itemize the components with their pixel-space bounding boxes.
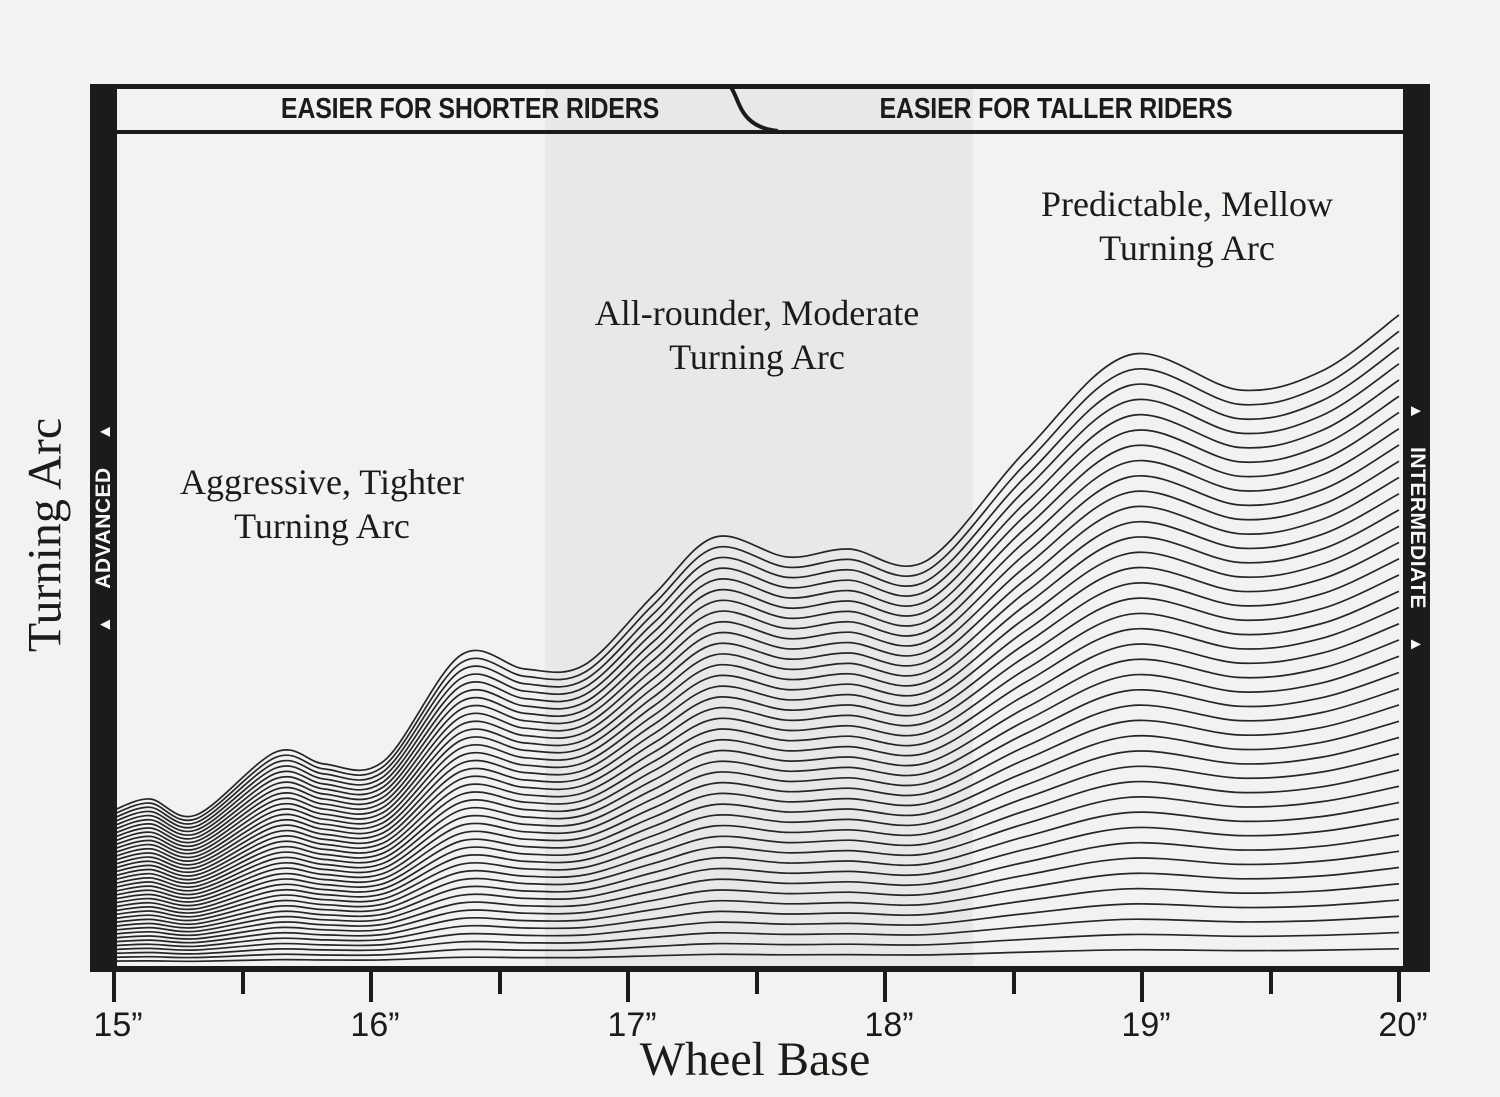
banner-top-rule: [90, 84, 1430, 89]
region-label-line: Turning Arc: [234, 506, 410, 546]
banner-divider-curve: [728, 84, 779, 133]
x-tick-minor: [754, 972, 759, 994]
y-axis-title: Turning Arc: [18, 417, 72, 653]
advanced-label: ▲ ADVANCED ▲: [92, 423, 116, 633]
turning-arc-curve: [113, 363, 1400, 829]
banner-label-taller-riders: EASIER FOR TALLER RIDERS: [879, 93, 1233, 125]
turning-arc-curve: [113, 850, 1400, 940]
turning-arc-curve: [113, 590, 1400, 881]
turning-arc-curve: [113, 395, 1400, 837]
turning-arc-curve: [113, 801, 1400, 929]
turning-arc-curve: [113, 493, 1400, 859]
x-tick-major: [112, 972, 116, 1002]
turning-arc-curve: [113, 882, 1400, 948]
x-axis-title: Wheel Base: [639, 1033, 871, 1086]
turning-arc-curve: [113, 915, 1400, 955]
x-tick-major: [1140, 972, 1144, 1002]
turning-arc-curve: [113, 379, 1400, 833]
turning-arc-curve: [113, 606, 1400, 885]
x-tick-label: 19”: [1121, 1006, 1171, 1044]
turning-arc-curve: [113, 866, 1400, 944]
turning-arc-curve: [113, 704, 1400, 907]
turning-arc-curve: [113, 931, 1400, 959]
intermediate-label: ▲ INTERMEDIATE ▲: [1405, 403, 1429, 654]
turning-arc-curve: [113, 817, 1400, 933]
turning-arc-curve: [113, 509, 1400, 862]
triangle-icon: ▲: [1407, 635, 1426, 654]
region-label-predictable: Predictable, Mellow Turning Arc: [1041, 183, 1333, 271]
region-label-allrounder: All-rounder, Moderate Turning Arc: [595, 292, 919, 380]
region-label-line: Turning Arc: [1099, 228, 1275, 268]
triangle-icon: ▲: [1407, 402, 1426, 421]
x-tick-minor: [497, 972, 502, 994]
turning-arc-curve: [113, 623, 1400, 888]
turning-arc-curve: [113, 330, 1400, 822]
turning-arc-curve: [113, 525, 1400, 866]
x-tick-major: [626, 972, 630, 1002]
turning-arc-curve: [113, 460, 1400, 851]
x-tick-label: 18”: [864, 1006, 914, 1044]
turning-arc-curve: [113, 476, 1400, 855]
x-tick-major: [1397, 972, 1401, 1002]
turning-arc-curve: [113, 834, 1400, 937]
intermediate-side-bar: ▲ INTERMEDIATE ▲: [1403, 84, 1430, 972]
turning-arc-curve: [113, 346, 1400, 825]
triangle-icon: ▲: [94, 615, 113, 634]
banner-bottom-rule: [117, 130, 1403, 134]
moderate-region-shading: [545, 84, 973, 972]
x-tick-label: 20”: [1378, 1006, 1428, 1044]
triangle-icon: ▲: [94, 422, 113, 441]
advanced-label-text: ADVANCED: [91, 467, 115, 589]
turning-arc-curve: [113, 687, 1400, 903]
region-label-aggressive: Aggressive, Tighter Turning Arc: [180, 461, 464, 549]
x-tick-minor: [240, 972, 245, 994]
turning-arc-curve: [113, 541, 1400, 870]
turning-arc-curve: [113, 899, 1400, 952]
turning-arc-curve: [113, 720, 1400, 911]
intermediate-label-text: INTERMEDIATE: [1405, 447, 1429, 609]
x-axis-line: [90, 966, 1430, 972]
region-label-line: Turning Arc: [669, 337, 845, 377]
turning-arc-curve: [113, 785, 1400, 926]
turning-arc-curve: [113, 314, 1400, 818]
x-tick-label: 15”: [93, 1006, 143, 1044]
turning-arc-curve: [113, 671, 1400, 900]
region-label-line: All-rounder, Moderate: [594, 293, 920, 334]
x-tick-label: 16”: [350, 1006, 400, 1044]
turning-arc-curve: [113, 574, 1400, 877]
x-tick-major: [883, 972, 887, 1002]
banner-label-shorter-riders: EASIER FOR SHORTER RIDERS: [280, 93, 660, 125]
turning-arc-curve: [113, 655, 1400, 896]
turning-arc-curve: [113, 411, 1400, 840]
region-label-line: Aggressive, Tighter: [179, 462, 465, 503]
advanced-side-bar: ▲ ADVANCED ▲: [90, 84, 117, 972]
turning-arc-curve: [113, 752, 1400, 918]
turning-arc-curve: [113, 428, 1400, 844]
turning-arc-curve: [113, 947, 1400, 963]
turning-arc-curve: [113, 558, 1400, 874]
x-tick-minor: [1011, 972, 1016, 994]
region-label-line: Predictable, Mellow: [1041, 184, 1333, 225]
x-tick-major: [369, 972, 373, 1002]
x-tick-minor: [1268, 972, 1273, 994]
turning-arc-curve: [113, 639, 1400, 892]
turning-arc-curve: [113, 736, 1400, 914]
turning-arc-curve: [113, 444, 1400, 848]
x-tick-label: 17”: [607, 1006, 657, 1044]
turning-arc-curve: [113, 769, 1400, 922]
